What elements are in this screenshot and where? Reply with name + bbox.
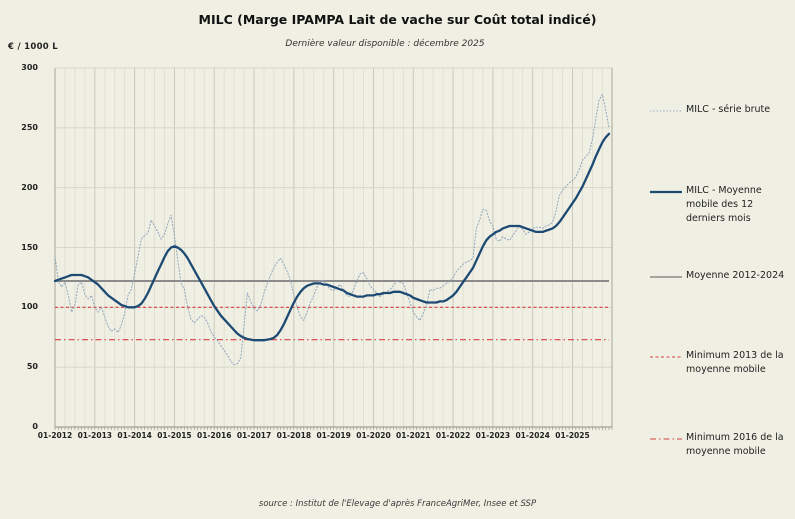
source-caption: source : Institut de l'Elevage d'après F… — [258, 499, 537, 509]
legend-label: Minimum 2016 de la moyenne mobile — [686, 432, 784, 457]
red-dashdot-line-swatch-icon — [650, 438, 682, 440]
y-tick-label-0: 0 — [32, 422, 38, 431]
red-dashed-line-swatch-icon — [650, 356, 682, 358]
y-axis-title: € / 1000 L — [8, 42, 58, 52]
legend-item-minimum-2016: Minimum 2016 de la moyenne mobile — [650, 431, 792, 459]
x-tick-label-01-2018: 01-2018 — [276, 431, 312, 440]
x-tick-label-01-2012: 01-2012 — [37, 431, 73, 440]
y-tick-label-50: 50 — [26, 362, 38, 372]
legend-label: MILC - Moyenne mobile des 12 derniers mo… — [686, 185, 762, 224]
legend-item-minimum-2013: Minimum 2013 de la moyenne mobile — [650, 349, 792, 377]
solid-line-swatch-icon — [650, 190, 682, 194]
x-tick-label-01-2023: 01-2023 — [475, 431, 511, 440]
legend-item-moyenne-2012-2024: Moyenne 2012-2024 — [650, 269, 784, 283]
y-tick-label-150: 150 — [21, 242, 38, 252]
x-tick-label-01-2017: 01-2017 — [236, 431, 272, 440]
y-tick-label-300: 300 — [21, 63, 38, 72]
x-tick-label-01-2021: 01-2021 — [396, 431, 431, 440]
y-tick-label-250: 250 — [21, 122, 38, 132]
x-tick-label-01-2022: 01-2022 — [435, 431, 471, 440]
dotted-line-swatch-icon — [650, 110, 682, 112]
x-tick-label-01-2016: 01-2016 — [197, 431, 232, 440]
y-tick-label-200: 200 — [21, 182, 38, 192]
x-tick-label-01-2014: 01-2014 — [117, 431, 152, 440]
legend-item-moyenne-mobile: MILC - Moyenne mobile des 12 derniers mo… — [650, 184, 792, 225]
legend-label: Moyenne 2012-2024 — [686, 270, 785, 281]
legend-item-serie-brute: MILC - série brute — [650, 103, 770, 117]
x-tick-label-01-2020: 01-2020 — [356, 431, 391, 440]
x-tick-label-01-2013: 01-2013 — [77, 431, 113, 440]
y-tick-label-100: 100 — [21, 302, 38, 312]
chart-subtitle: Dernière valeur disponible : décembre 20… — [285, 39, 485, 49]
x-tick-label-01-2019: 01-2019 — [316, 431, 351, 440]
gray-line-swatch-icon — [650, 276, 682, 278]
x-tick-label-01-2024: 01-2024 — [515, 431, 550, 440]
x-tick-label-01-2015: 01-2015 — [157, 431, 192, 440]
legend-label: Minimum 2013 de la moyenne mobile — [686, 350, 784, 375]
series-serie-brute — [54, 93, 610, 366]
chart-title: MILC (Marge IPAMPA Lait de vache sur Coû… — [198, 12, 597, 27]
series-moyenne-mobile — [53, 132, 611, 342]
x-tick-label-01-2025: 01-2025 — [555, 431, 590, 440]
legend-label: MILC - série brute — [686, 104, 771, 115]
